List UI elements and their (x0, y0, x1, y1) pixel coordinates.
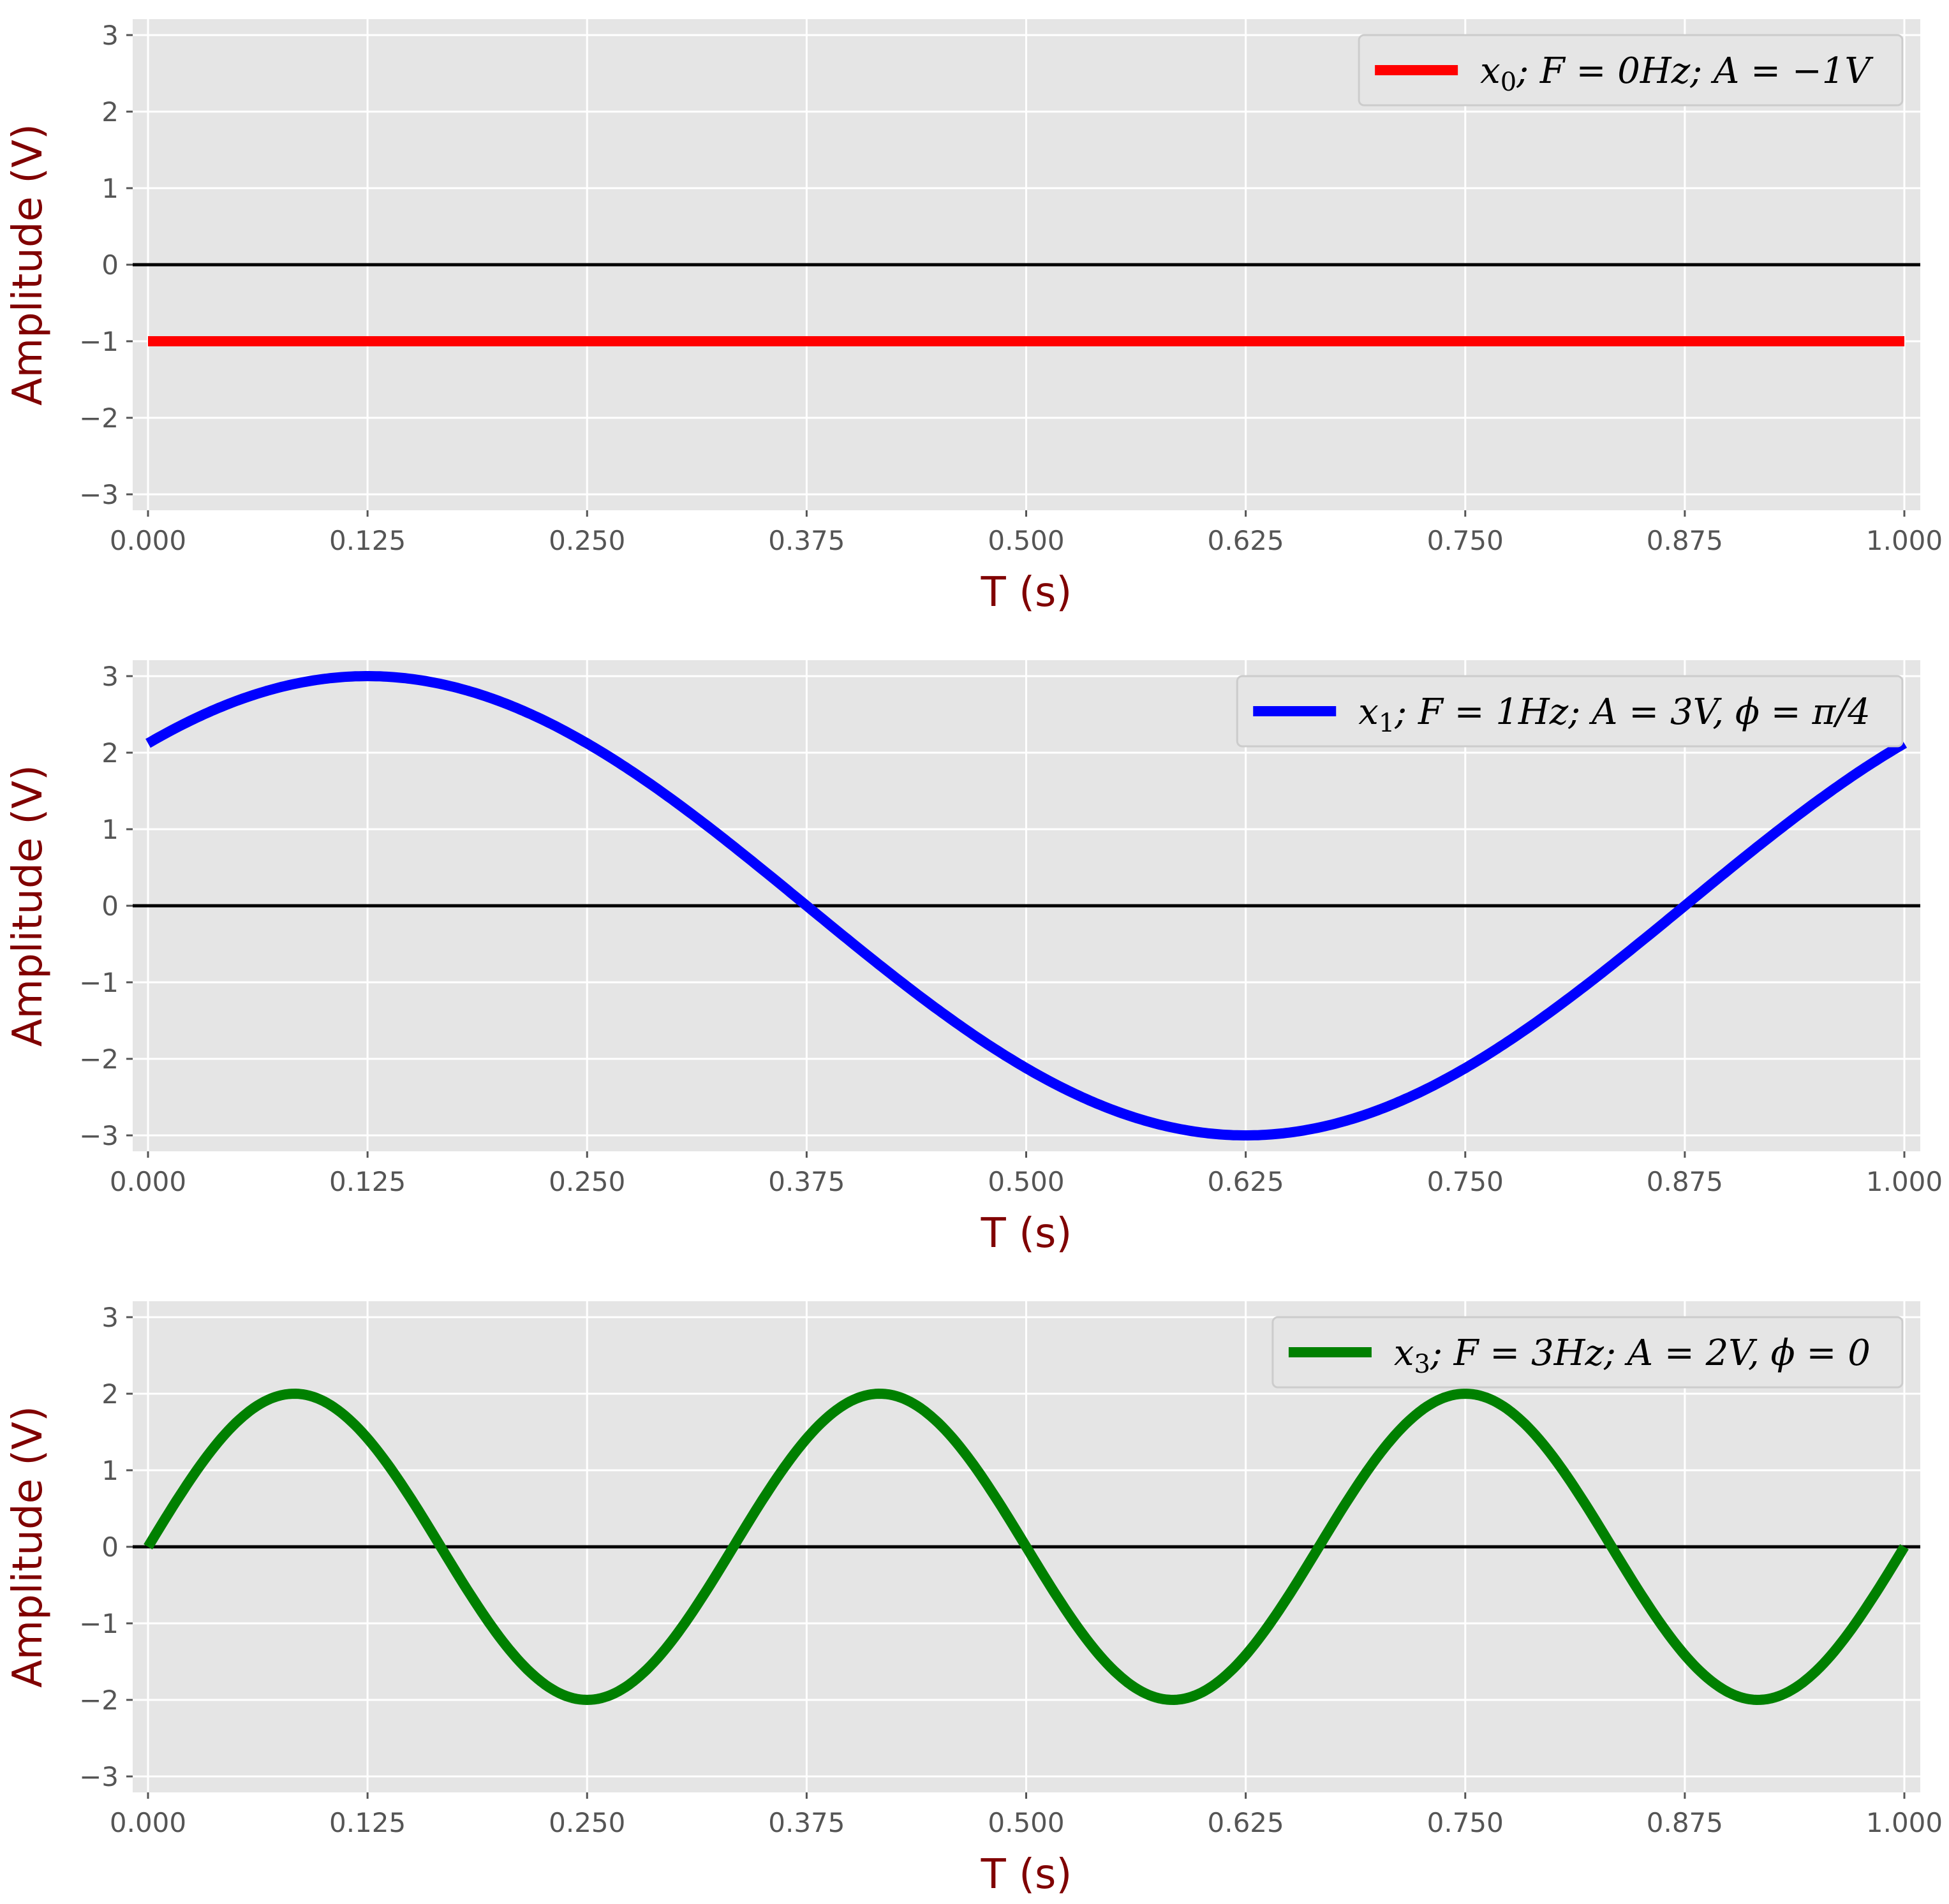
y-tick-label: 0 (101, 1531, 119, 1563)
legend-label: x0; F = 0Hz; A = −1V (1480, 50, 1874, 97)
legend-box (1358, 34, 1904, 107)
chart-panel-2: 0.000 0.125 0.250 0.375 0.500 0.625 0.750 0.875… (4, 1301, 1943, 1898)
x-axis-title: T (s) (981, 1210, 1072, 1257)
x-tick-label: 0.500 (988, 1807, 1064, 1838)
chart-panel-1: 0.000 0.125 0.250 0.375 0.500 0.625 0.750 0.875… (4, 660, 1943, 1257)
y-axis-title: Amplitude (V) (4, 1406, 52, 1688)
y-tick-label: 2 (101, 737, 119, 769)
y-tick-label: −3 (79, 479, 119, 510)
x-tick-label: 0.375 (768, 1166, 845, 1197)
x-tick-label: 0.625 (1208, 1166, 1284, 1197)
x-tick-label: 0.375 (768, 525, 845, 556)
x-tick-label: 0.625 (1208, 525, 1284, 556)
x-tick-label: 0.750 (1427, 1166, 1504, 1197)
x-tick-label: 0.750 (1427, 525, 1504, 556)
x-axis-title: T (s) (981, 569, 1072, 616)
series-line-0 (144, 1389, 1909, 1705)
y-tick-label: 0 (101, 890, 119, 922)
x-tick-label: 0.250 (549, 525, 625, 556)
y-tick-label: −3 (79, 1120, 119, 1151)
x-tick-label: 0.000 (110, 525, 186, 556)
y-tick-label: −2 (79, 1044, 119, 1075)
x-tick-label: 0.875 (1647, 1166, 1723, 1197)
legend-label: x1; F = 1Hz; A = 3V, ϕ = π/4 (1358, 691, 1871, 738)
x-tick-label: 1.000 (1866, 525, 1943, 556)
y-tick-label: −2 (79, 1685, 119, 1716)
y-axis-title: Amplitude (V) (4, 124, 52, 406)
y-tick-label: 2 (101, 96, 119, 128)
y-tick-label: 3 (101, 1302, 119, 1333)
x-tick-label: 0.500 (988, 525, 1064, 556)
y-tick-label: 1 (101, 1455, 119, 1486)
y-axis-title: Amplitude (V) (4, 765, 52, 1047)
x-tick-label: 0.250 (549, 1166, 625, 1197)
series-line-0 (145, 671, 1908, 1140)
y-tick-label: 1 (101, 173, 119, 204)
x-tick-label: 0.875 (1647, 525, 1723, 556)
x-tick-label: 0.125 (329, 1807, 406, 1838)
y-tick-label: −2 (79, 402, 119, 434)
x-tick-label: 0.000 (110, 1807, 186, 1838)
y-tick-label: 3 (101, 661, 119, 692)
legend: x0; F = 0Hz; A = −1V (1358, 34, 1904, 107)
y-tick-label: −3 (79, 1761, 119, 1792)
x-tick-label: 0.125 (329, 525, 406, 556)
x-tick-label: 0.500 (988, 1166, 1064, 1197)
x-tick-label: 1.000 (1866, 1166, 1943, 1197)
chart-panel-0: 0.000 0.125 0.250 0.375 0.500 0.625 0.750 0.875… (4, 19, 1943, 616)
legend: x1; F = 1Hz; A = 3V, ϕ = π/4 (1236, 675, 1904, 748)
legend-box (1236, 675, 1904, 748)
x-tick-label: 0.375 (768, 1807, 845, 1838)
y-tick-label: 3 (101, 20, 119, 51)
x-tick-label: 0.875 (1647, 1807, 1723, 1838)
x-tick-label: 0.000 (110, 1166, 186, 1197)
x-tick-label: 0.750 (1427, 1807, 1504, 1838)
y-tick-label: −1 (79, 1608, 119, 1639)
x-axis-title: T (s) (981, 1851, 1072, 1898)
x-tick-label: 0.625 (1208, 1807, 1284, 1838)
y-tick-label: 2 (101, 1378, 119, 1410)
y-tick-label: −1 (79, 326, 119, 357)
legend-box (1271, 1316, 1904, 1389)
x-tick-label: 0.250 (549, 1807, 625, 1838)
legend: x3; F = 3Hz; A = 2V, ϕ = 0 (1271, 1316, 1904, 1389)
y-tick-label: 0 (101, 249, 119, 281)
x-tick-label: 0.125 (329, 1166, 406, 1197)
y-tick-label: −1 (79, 967, 119, 998)
legend-label: x3; F = 3Hz; A = 2V, ϕ = 0 (1394, 1332, 1871, 1379)
x-tick-label: 1.000 (1866, 1807, 1943, 1838)
y-tick-label: 1 (101, 814, 119, 845)
